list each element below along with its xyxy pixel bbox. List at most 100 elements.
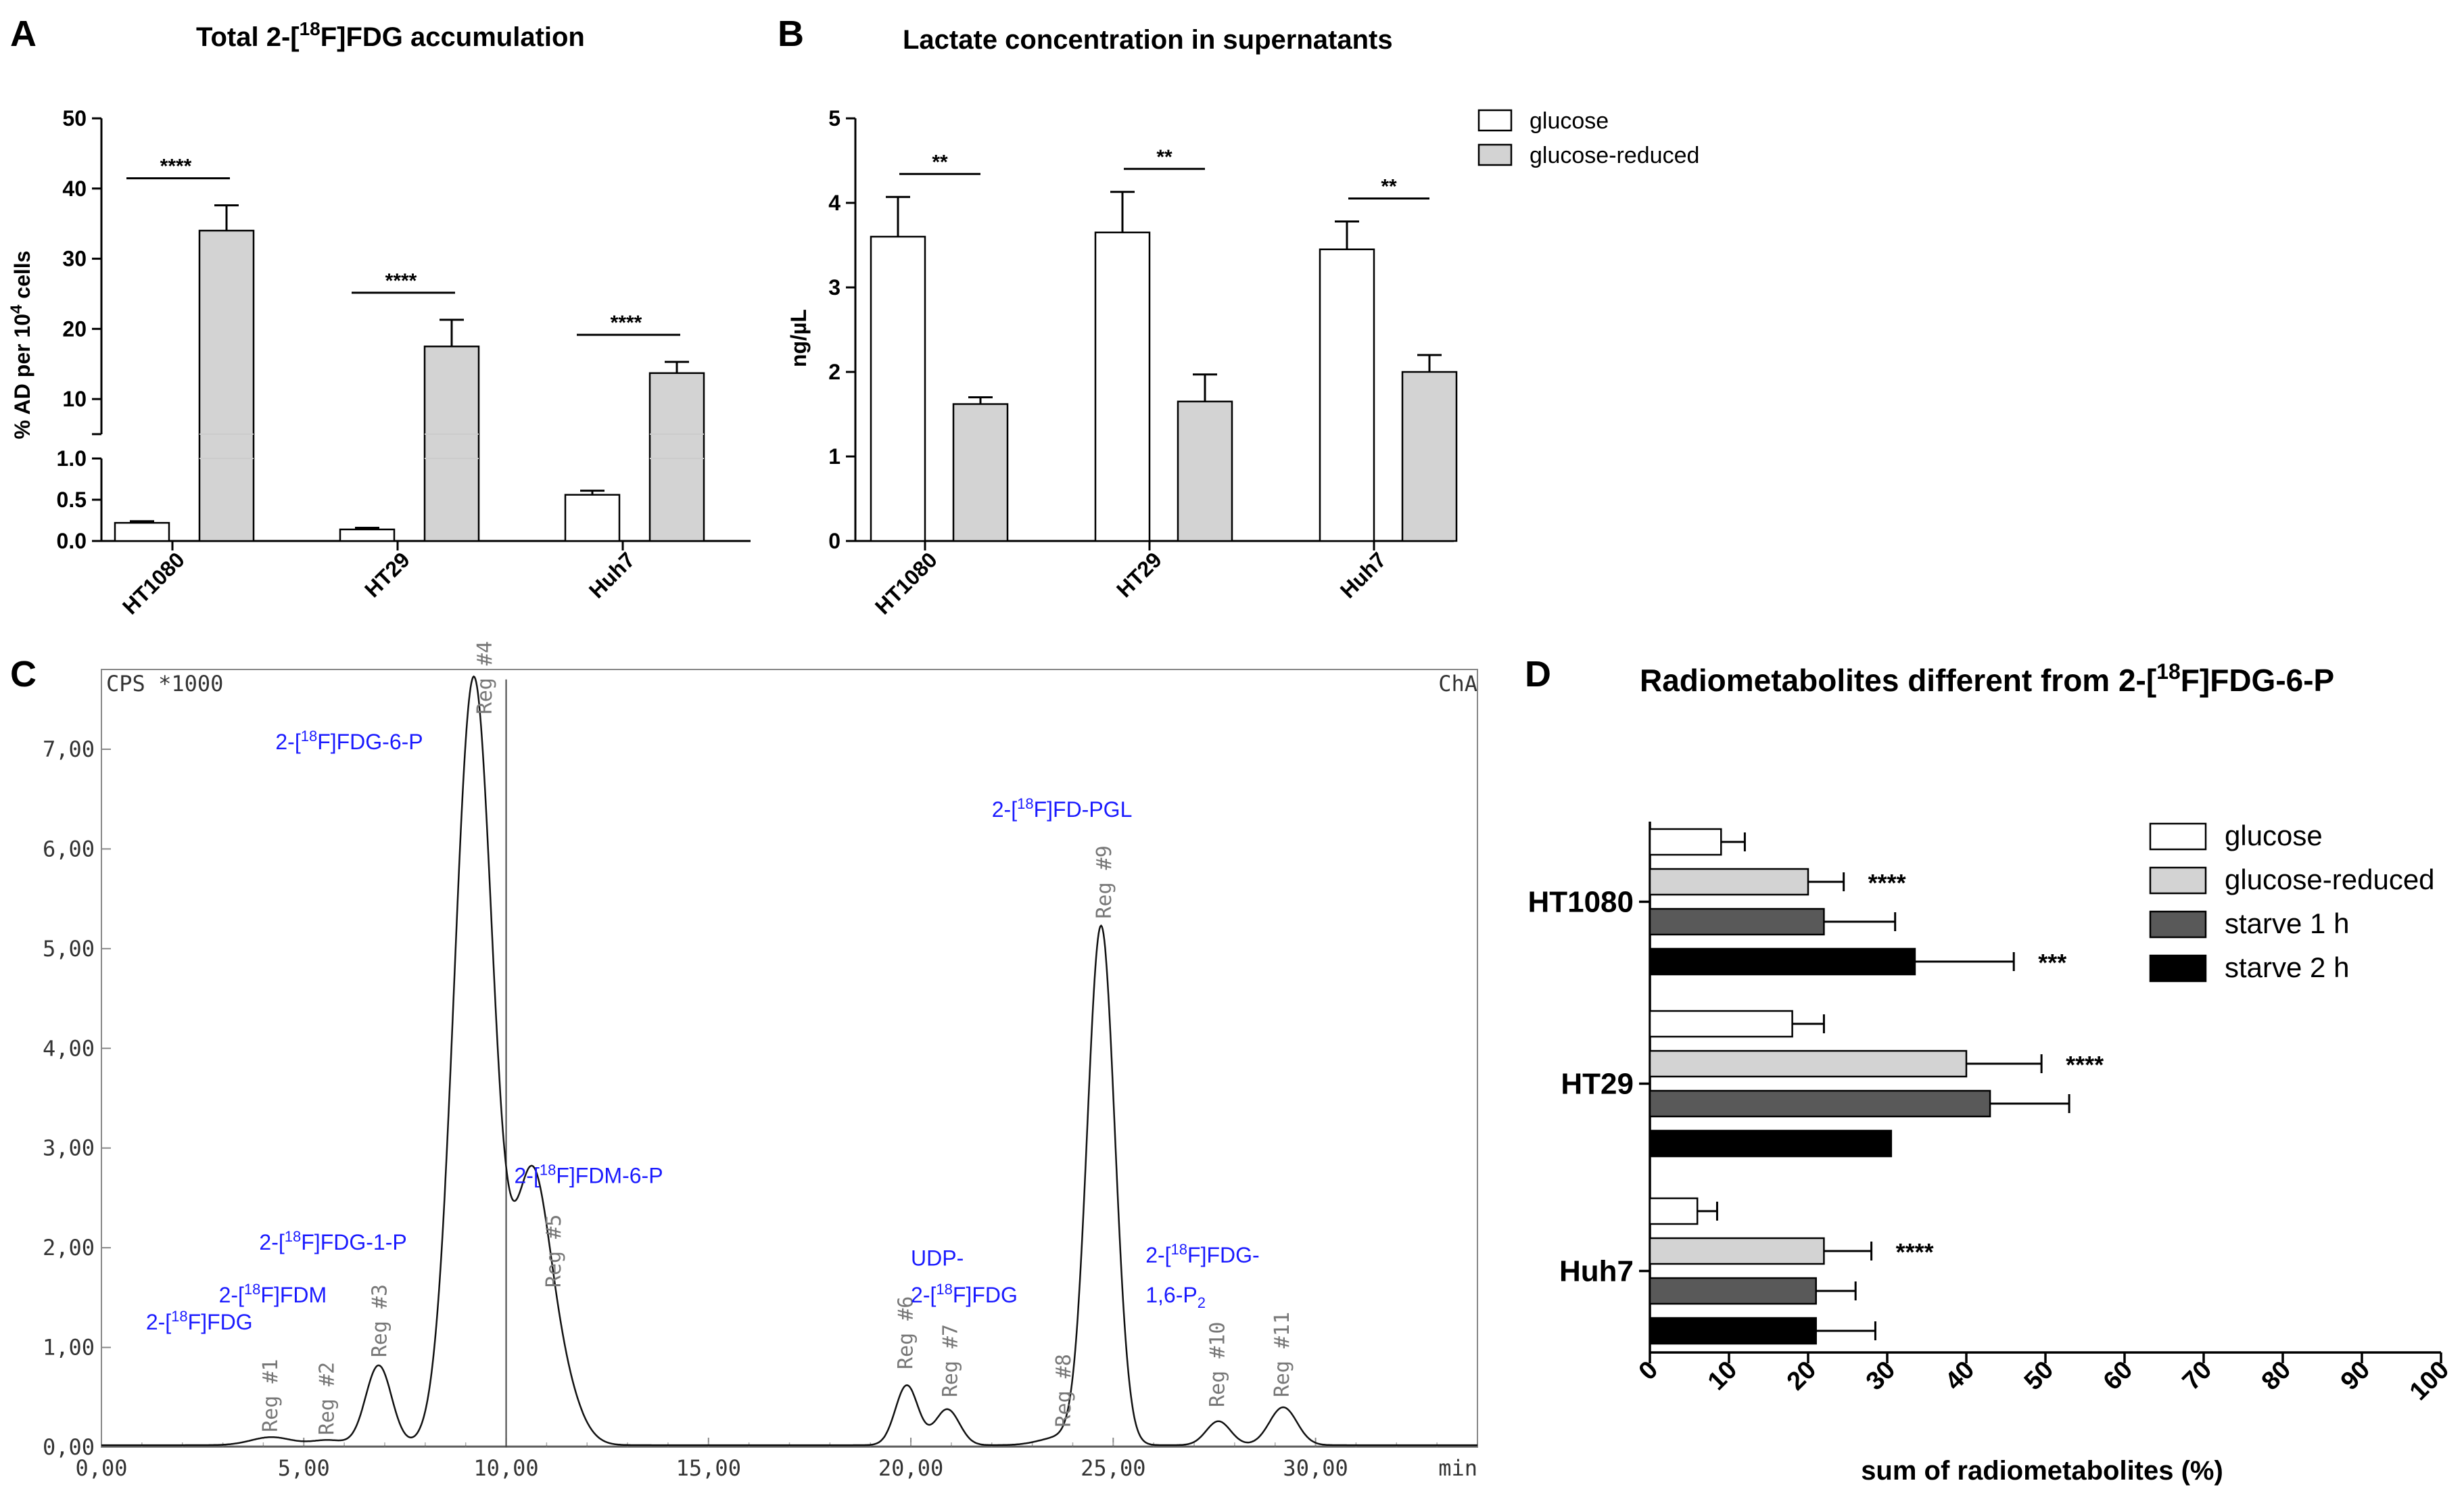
a-bar-glucose-reduced [648, 372, 705, 542]
d-legend-swatch [2149, 954, 2207, 983]
a-category-label: HT29 [360, 547, 414, 602]
c-ytick-label: 6,00 [43, 836, 95, 862]
panel-b-legend: glucose glucose-reduced [1477, 108, 1699, 168]
d-xtick-label: 40 [1940, 1356, 1981, 1396]
d-sig-label: **** [1868, 869, 1906, 897]
d-xtick-label: 10 [1703, 1356, 1743, 1396]
c-peak-annotation: 2-[18F]FDG [911, 1281, 1018, 1307]
d-xtick-label: 0 [1634, 1356, 1664, 1386]
b-category-label: Huh7 [1335, 547, 1391, 603]
a-category-label: HT1080 [118, 547, 189, 619]
legend-label-glucose: glucose [1530, 108, 1609, 134]
d-bar-glucose [1649, 1197, 1699, 1225]
b-bar-glucose [1094, 231, 1151, 542]
c-region-label: Reg #11 [1271, 1312, 1294, 1397]
c-trace [101, 675, 1477, 1446]
b-ytick-label: 3 [828, 275, 840, 300]
d-legend-label: starve 2 h [2225, 951, 2349, 983]
legend-swatch-glucose [1477, 109, 1513, 132]
b-sig-label: ** [1156, 146, 1172, 168]
c-peak-annotation: UDP- [911, 1246, 964, 1271]
b-bar-glucose-reduced [952, 403, 1009, 542]
panel-c-plot: 0,00 1,00 2,00 3,00 4,00 5,00 6,00 7,00 0,00 5,00… [43, 641, 1478, 1481]
d-legend-label: starve 1 h [2225, 908, 2349, 939]
d-legend-swatch [2149, 866, 2207, 895]
d-bar-starve-2-h [1649, 1129, 1893, 1158]
c-xtick-label: 5,00 [278, 1455, 330, 1481]
a-ytick-label: 50 [62, 106, 87, 131]
c-xtick-label: 20,00 [878, 1455, 943, 1481]
d-sig-label: **** [2066, 1051, 2104, 1079]
a-ytick-label: 1.0 [57, 446, 87, 471]
c-region-label: Reg #3 [368, 1284, 392, 1357]
c-region-label: Reg #8 [1052, 1354, 1076, 1427]
a-category-label: Huh7 [584, 547, 640, 603]
a-ytick-label: 10 [62, 387, 87, 411]
panel-d-title: Radiometabolites different from 2-[18F]F… [1640, 659, 2334, 698]
c-peak-annotation: 1,6-P2 [1145, 1283, 1206, 1311]
c-region-label: Reg #7 [939, 1324, 962, 1397]
b-bar-glucose-reduced [1401, 371, 1458, 542]
b-ytick-label: 2 [828, 360, 840, 384]
panel-c: C CPS *1000 ChA 0,00 1,00 2,00 3,00 4,00 5,00… [10, 641, 1478, 1481]
d-bar-starve-1-h [1649, 908, 1825, 936]
c-peak-annotation: 2-[18F]FDG-1-P [259, 1228, 406, 1254]
b-sig-label: ** [932, 151, 948, 173]
legend-label-glucose-reduced: glucose-reduced [1530, 143, 1699, 168]
a-bar-glucose-reduced [198, 229, 255, 542]
c-xtick-label: 0,00 [75, 1455, 127, 1481]
a-ytick-label: 0.5 [57, 488, 87, 512]
b-bar-glucose-reduced [1177, 400, 1233, 542]
c-xtick-label: 15,00 [676, 1455, 741, 1481]
d-xtick-label: 100 [2404, 1356, 2455, 1407]
d-legend-label: glucose [2225, 820, 2323, 851]
d-bar-glucose [1649, 828, 1722, 856]
d-sig-label: *** [2038, 949, 2066, 976]
a-sig-label: **** [611, 312, 642, 334]
a-bar-glucose [114, 521, 170, 542]
c-xtick-label: 10,00 [473, 1455, 538, 1481]
c-peak-annotation: 2-[18F]FDG- [1145, 1241, 1259, 1267]
b-sig-label: ** [1381, 176, 1397, 198]
d-xtick-label: 50 [2019, 1356, 2060, 1396]
panel-d-legend: glucose glucose-reduced starve 1 h starve 2… [2149, 820, 2435, 983]
panel-a-plot: 10 20 30 40 50 0.0 0.5 1.0 **** HT1080 **** HT29 ***… [57, 106, 751, 619]
a-sig-label: **** [160, 156, 192, 178]
panel-a-title: Total 2-[18F]FDG accumulation [196, 18, 585, 52]
d-xtick-label: 30 [1861, 1356, 1901, 1396]
b-ytick-label: 4 [828, 191, 840, 215]
panel-d-letter: D [1525, 654, 1551, 694]
c-peak-annotation: 2-[18F]FDM [219, 1281, 327, 1307]
d-sig-label: **** [1896, 1238, 1934, 1266]
b-bar-glucose [1319, 248, 1375, 542]
c-region-label: Reg #2 [316, 1362, 339, 1435]
a-ytick-label: 30 [62, 247, 87, 271]
c-ytick-label: 1,00 [43, 1335, 95, 1361]
panel-b-letter: B [778, 14, 804, 54]
b-bar-glucose [870, 235, 926, 542]
d-xtick-label: 80 [2256, 1356, 2297, 1396]
d-legend-label: glucose-reduced [2225, 864, 2435, 895]
d-legend-swatch [2149, 910, 2207, 939]
d-xtick-label: 70 [2177, 1356, 2218, 1396]
c-region-label: Reg #9 [1093, 845, 1116, 918]
panel-c-channel: ChA [1438, 671, 1477, 697]
b-ytick-label: 5 [828, 106, 840, 131]
d-bar-glucose [1649, 1010, 1793, 1038]
c-region-label: Reg #5 [542, 1215, 566, 1288]
c-region-label: Reg #4 [473, 641, 497, 714]
a-sig-label: **** [385, 270, 417, 292]
c-ytick-label: 7,00 [43, 736, 95, 762]
panel-b-title: Lactate concentration in supernatants [903, 25, 1393, 55]
c-ytick-label: 3,00 [43, 1135, 95, 1161]
panel-b-ylabel: ng/µL [786, 309, 811, 367]
c-peak-annotation: 2-[18F]FD-PGL [992, 795, 1133, 822]
c-region-label: Reg #1 [259, 1359, 283, 1432]
d-xtick-label: 20 [1782, 1356, 1822, 1396]
d-legend-swatch [2149, 822, 2207, 851]
panel-a-ylabel: % AD per 104 cells [7, 251, 34, 440]
c-region-label: Reg #6 [895, 1296, 918, 1369]
b-category-label: HT29 [1112, 547, 1166, 602]
panel-a-letter: A [10, 14, 37, 54]
